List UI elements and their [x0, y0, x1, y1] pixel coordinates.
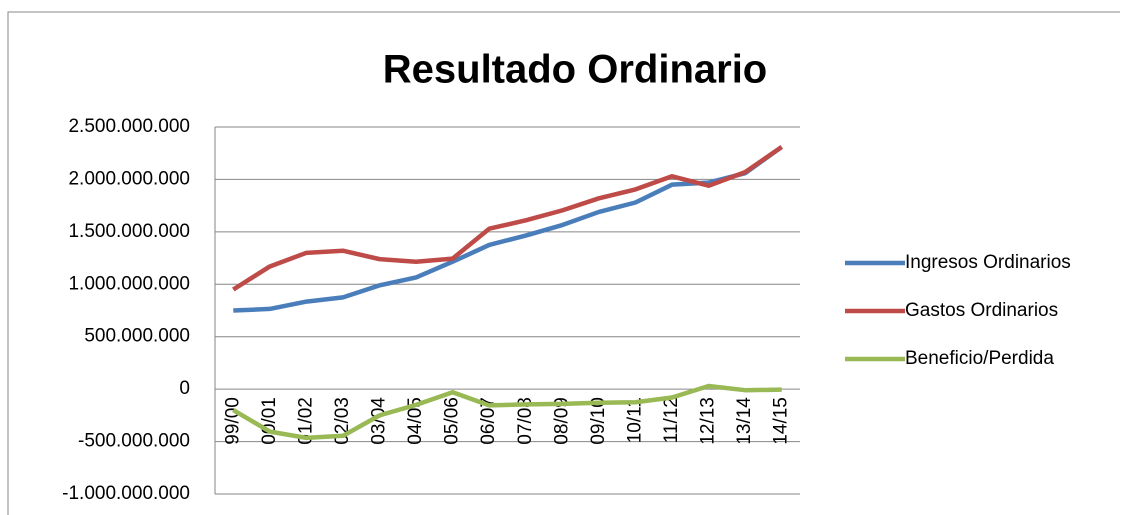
x-tick-label: 06/07 [478, 397, 499, 445]
y-tick-label: 2.000.000.000 [68, 168, 190, 189]
x-tick-label: 14/15 [771, 397, 792, 445]
x-tick-label: 99/00 [222, 397, 243, 445]
y-tick-label: 500.000.000 [84, 326, 190, 347]
x-tick-label: 09/10 [588, 397, 609, 445]
frame [7, 11, 1120, 515]
x-tick-label: 01/02 [295, 397, 316, 445]
x-tick-label: 07/08 [515, 397, 536, 445]
x-tick-label: 08/09 [551, 397, 572, 445]
x-tick-label: 11/12 [661, 397, 682, 443]
y-tick-label: -500.000.000 [78, 431, 190, 452]
series-line [233, 145, 784, 313]
legend-label: Ingresos Ordinarios [905, 252, 1071, 273]
y-tick-label: 1.500.000.000 [68, 221, 190, 242]
series-line [232, 383, 782, 441]
y-tick-label: 2.500.000.000 [68, 116, 190, 137]
chart-title: Resultado Ordinario [383, 48, 768, 92]
x-tick-label: 03/04 [369, 397, 390, 445]
legend-label: Beneficio/Perdida [905, 348, 1054, 369]
legend-label: Gastos Ordinarios [905, 300, 1058, 321]
y-tick-label: 0 [179, 378, 190, 399]
x-tick-label: 10/11 [624, 397, 645, 443]
x-tick-label: 05/06 [442, 397, 463, 445]
x-tick-label: 04/05 [405, 397, 426, 445]
y-tick-label: -1.000.000.000 [62, 483, 190, 504]
x-tick-label: 12/13 [698, 397, 719, 445]
x-tick-label: 13/14 [734, 397, 755, 445]
y-tick-label: 1.000.000.000 [68, 273, 190, 294]
x-tick-label: 00/01 [259, 397, 280, 445]
series-line [232, 145, 783, 292]
